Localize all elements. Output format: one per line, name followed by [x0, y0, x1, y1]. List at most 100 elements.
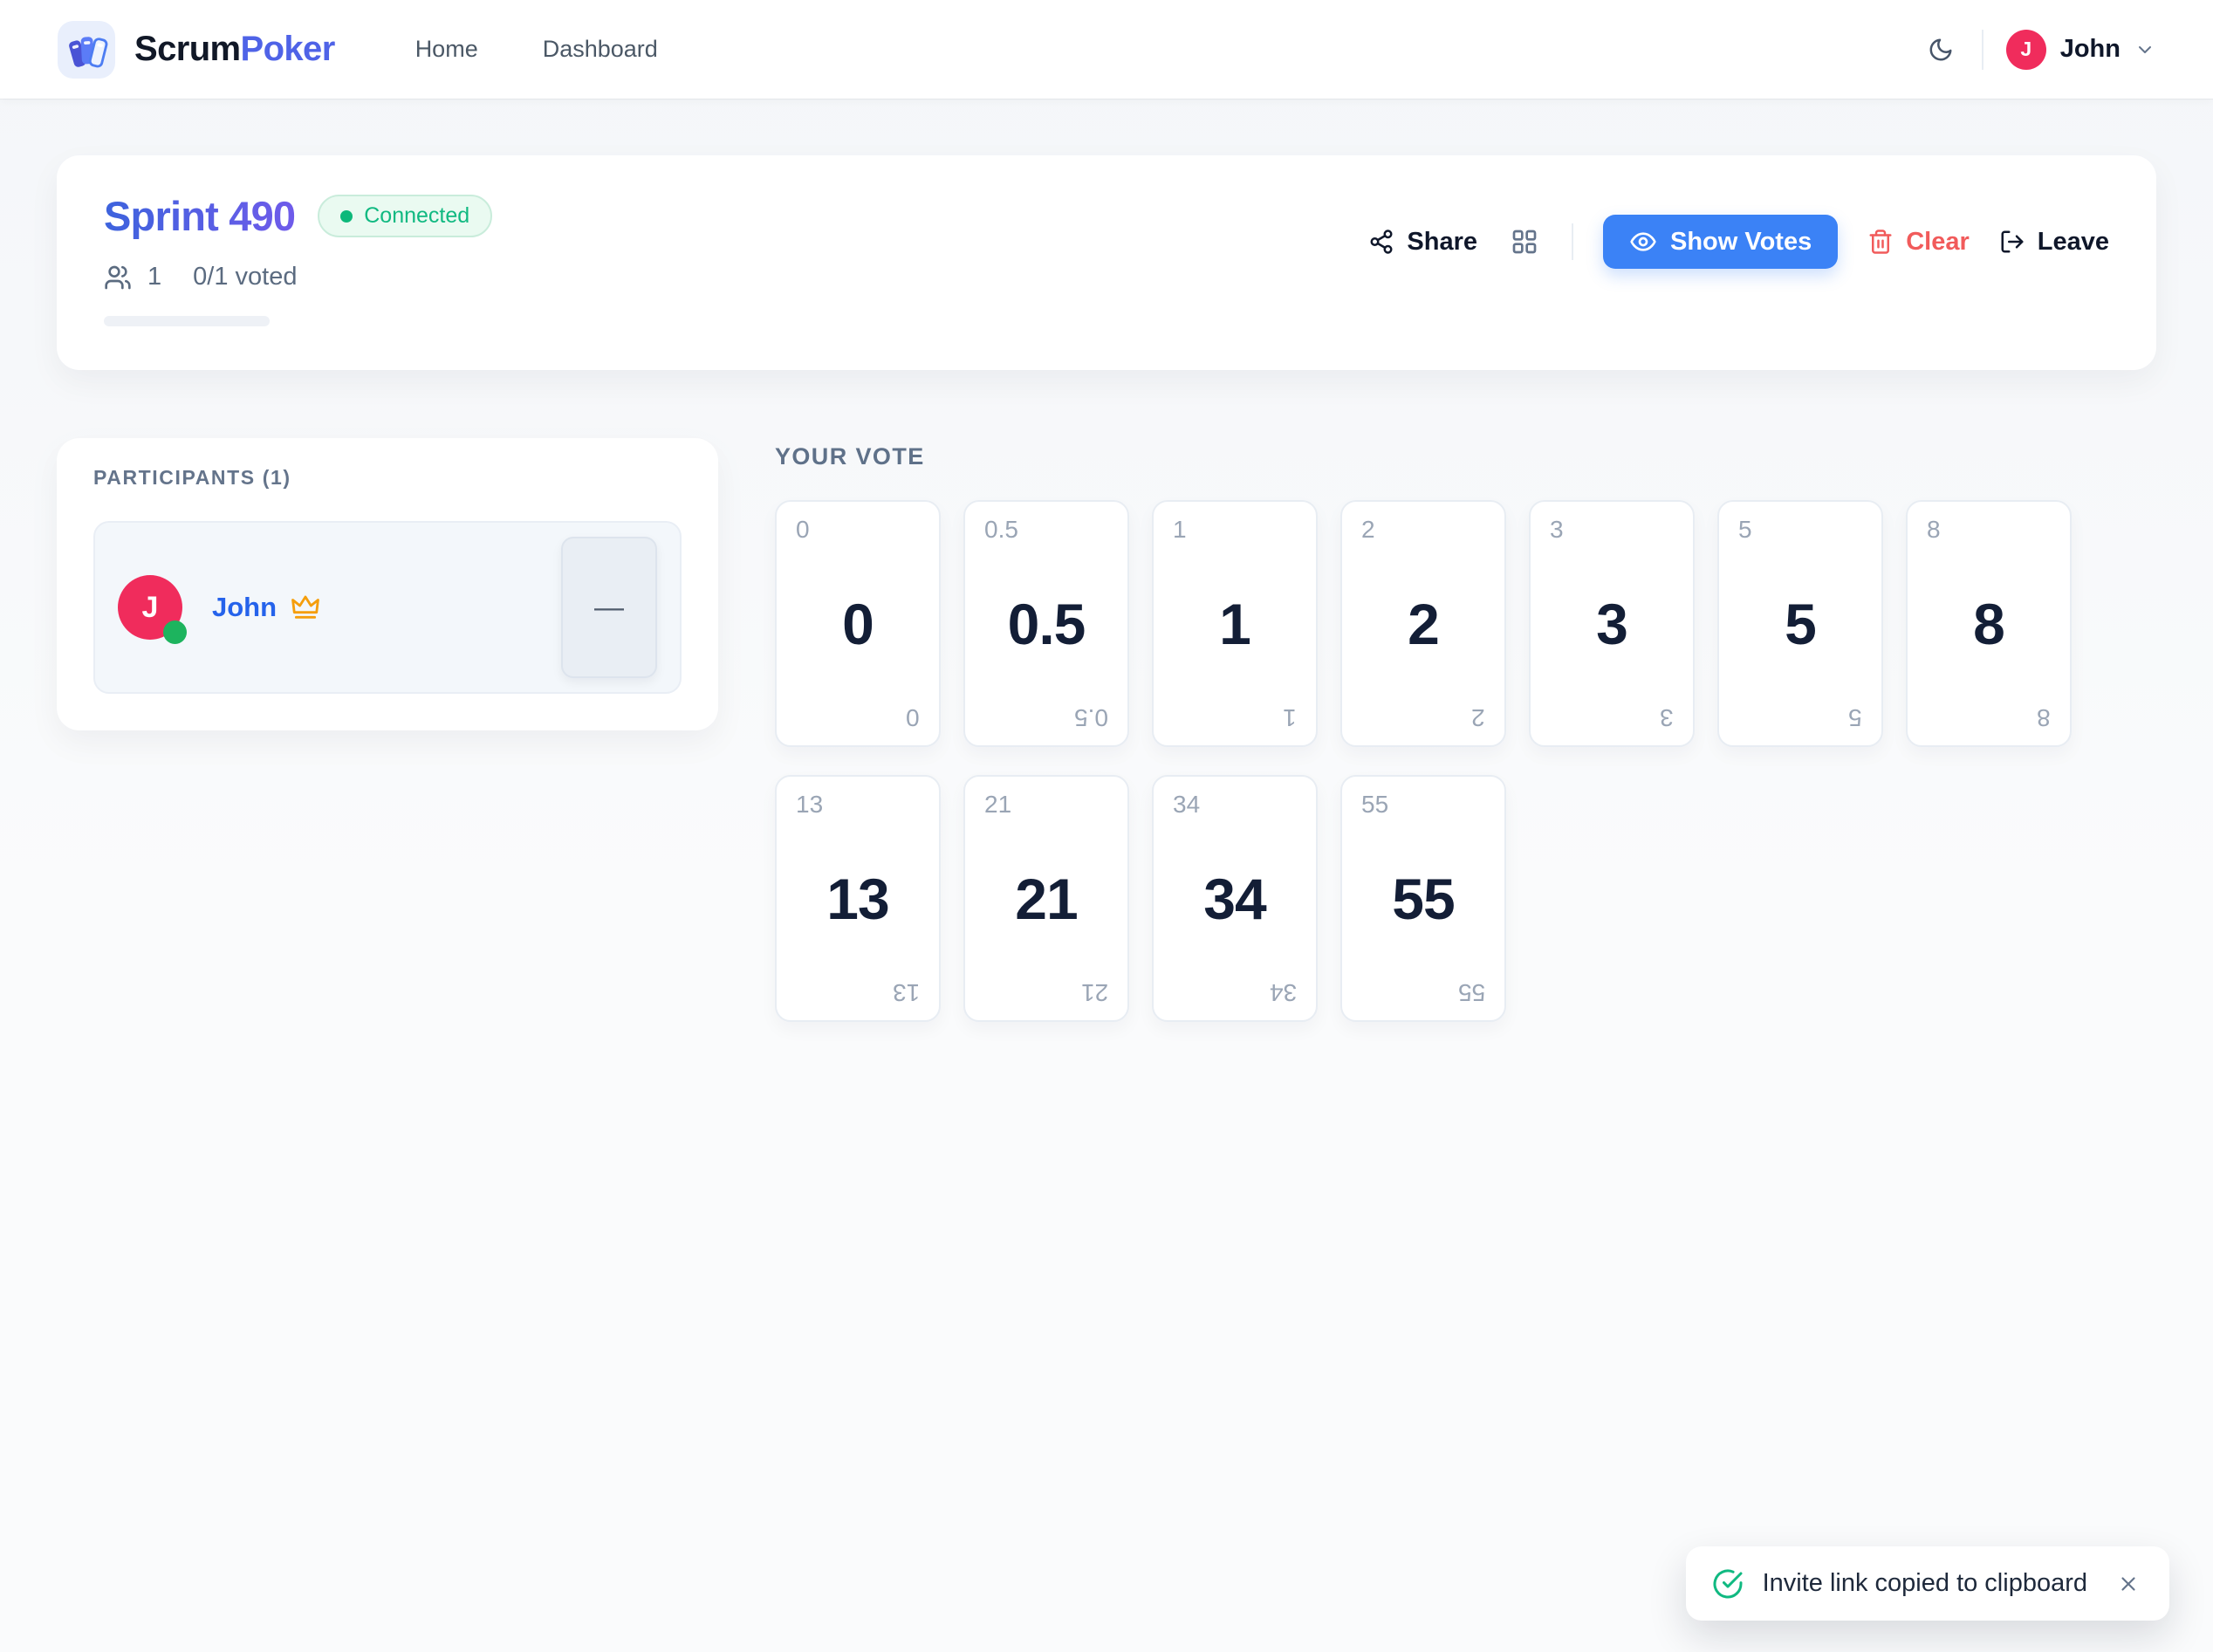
share-icon [1368, 229, 1394, 255]
vote-card[interactable]: 0 0 0 [775, 500, 941, 747]
navbar-divider [1981, 29, 1983, 70]
vote-card-corner-bottom: 34 [1269, 979, 1297, 1006]
vote-card-corner-top: 8 [1927, 516, 1941, 543]
vote-card-corner-bottom: 0 [906, 704, 920, 731]
user-menu[interactable]: J John [2005, 29, 2155, 70]
vote-card-corner-top: 0.5 [984, 516, 1018, 543]
leave-session-button[interactable]: Leave [1999, 228, 2109, 257]
vote-card-corner-top: 0 [796, 516, 810, 543]
vote-progress-bar [104, 316, 270, 326]
toast-notification: Invite link copied to clipboard [1685, 1546, 2169, 1621]
avatar: J [2005, 29, 2046, 70]
status-badge: Connected [318, 195, 493, 237]
brand-scrum: Scrum [134, 30, 241, 68]
toast-message: Invite link copied to clipboard [1762, 1569, 2087, 1597]
brand-name: ScrumPoker [134, 30, 335, 69]
content-row: PARTICIPANTS (1) J John — [57, 438, 2156, 1022]
eye-icon [1629, 228, 1657, 256]
actions-divider [1572, 223, 1573, 260]
vote-card-value: 13 [826, 866, 889, 931]
vote-card[interactable]: 0.5 0.5 0.5 [963, 500, 1129, 747]
participants-heading: PARTICIPANTS (1) [93, 466, 291, 489]
vote-card[interactable]: 1 1 1 [1152, 500, 1318, 747]
vote-card-corner-top: 21 [984, 791, 1012, 818]
vote-card-value: 0.5 [1007, 591, 1086, 656]
share-button[interactable]: Share [1368, 228, 1477, 257]
vote-card[interactable]: 8 8 8 [1906, 500, 2072, 747]
voted-status: 0/1 voted [193, 263, 298, 291]
vote-card[interactable]: 2 2 2 [1340, 500, 1506, 747]
page-title: Sprint 490 [104, 193, 296, 239]
vote-card[interactable]: 21 21 21 [963, 775, 1129, 1022]
vote-card-corner-bottom: 21 [1080, 979, 1108, 1006]
vote-card-corner-bottom: 8 [2037, 704, 2051, 731]
vote-card-corner-bottom: 13 [892, 979, 920, 1006]
moon-icon [1928, 37, 1954, 63]
clear-votes-button[interactable]: Clear [1867, 228, 1970, 257]
vote-card[interactable]: 3 3 3 [1529, 500, 1695, 747]
main-nav: Home Dashboard [415, 36, 658, 63]
nav-link-home[interactable]: Home [415, 36, 478, 62]
vote-card-corner-top: 5 [1738, 516, 1752, 543]
trash-icon [1867, 229, 1894, 255]
vote-card-corner-bottom: 0.5 [1074, 704, 1108, 731]
participant-count: 1 [147, 263, 162, 291]
vote-card-corner-bottom: 3 [1660, 704, 1674, 731]
chevron-down-icon [2134, 39, 2155, 60]
navbar-right: J John [1922, 29, 2155, 70]
nav-link-dashboard[interactable]: Dashboard [542, 36, 658, 62]
participants-panel: PARTICIPANTS (1) J John — [57, 438, 718, 730]
vote-card-value: 3 [1596, 591, 1628, 656]
status-label: Connected [364, 203, 470, 228]
participant-avatar-wrap: J [118, 575, 187, 644]
session-header-card: Sprint 490 Connected 1 0/1 voted [57, 155, 2156, 370]
vote-card-corner-top: 34 [1173, 791, 1201, 818]
participant-vote-placeholder: — [594, 590, 624, 624]
show-votes-label: Show Votes [1670, 227, 1812, 256]
vote-card[interactable]: 5 5 5 [1717, 500, 1883, 747]
vote-card-corner-bottom: 5 [1848, 704, 1862, 731]
vote-card-corner-top: 55 [1361, 791, 1389, 818]
vote-card-grid: 0 0 0 0.5 0.5 0.5 1 1 1 2 2 2 3 3 3 5 5 … [775, 500, 2075, 1022]
clear-label: Clear [1906, 227, 1970, 256]
vote-heading: YOUR VOTE [775, 443, 925, 470]
participant-row: J John — [93, 521, 682, 694]
vote-card[interactable]: 34 34 34 [1152, 775, 1318, 1022]
vote-card-value: 0 [842, 591, 874, 656]
session-info: Sprint 490 Connected 1 0/1 voted [104, 192, 493, 326]
vote-card-corner-bottom: 55 [1457, 979, 1485, 1006]
vote-card-corner-top: 3 [1550, 516, 1564, 543]
vote-card-value: 2 [1408, 591, 1440, 656]
check-circle-icon [1712, 1568, 1744, 1600]
vote-card-corner-top: 1 [1173, 516, 1187, 543]
user-name: John [2059, 35, 2121, 63]
brand[interactable]: ScrumPoker [58, 20, 335, 79]
status-dot [340, 209, 353, 223]
leave-label: Leave [2037, 227, 2109, 256]
crown-icon [291, 593, 320, 622]
layout-toggle-button[interactable] [1507, 224, 1542, 259]
close-icon [2117, 1573, 2140, 1595]
logout-icon [1999, 229, 2025, 255]
participant-name: John [212, 592, 277, 622]
session-meta: 1 0/1 voted [104, 263, 492, 291]
brand-poker: Poker [240, 30, 336, 68]
toast-close-button[interactable] [2114, 1569, 2143, 1599]
vote-card-corner-top: 13 [796, 791, 824, 818]
vote-card-value: 8 [1973, 591, 2005, 656]
users-icon [104, 264, 132, 291]
vote-card[interactable]: 55 55 55 [1340, 775, 1506, 1022]
vote-card-value: 1 [1219, 591, 1251, 656]
vote-card-value: 5 [1785, 591, 1817, 656]
share-label: Share [1407, 227, 1477, 256]
show-votes-button[interactable]: Show Votes [1603, 215, 1839, 269]
navbar: ScrumPoker Home Dashboard J John [0, 0, 2213, 99]
theme-toggle-button[interactable] [1922, 31, 1959, 68]
session-actions: Share Show Votes [1368, 215, 2109, 269]
page-content: Sprint 490 Connected 1 0/1 voted [0, 99, 2213, 1022]
vote-card-value: 21 [1015, 866, 1078, 931]
participant-vote-card: — [561, 537, 657, 678]
vote-card-value: 34 [1203, 866, 1266, 931]
vote-card[interactable]: 13 13 13 [775, 775, 941, 1022]
vote-card-corner-top: 2 [1361, 516, 1375, 543]
